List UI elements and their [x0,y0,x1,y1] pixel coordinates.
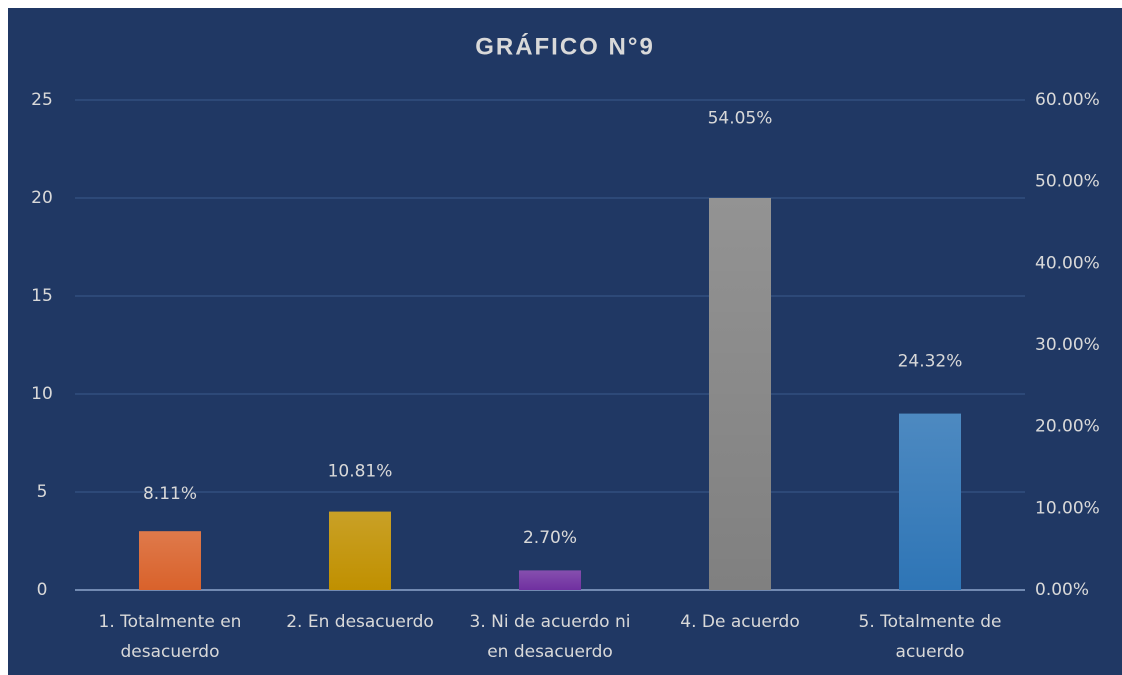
bar-shade [709,198,771,590]
chart-title: GRÁFICO N°9 [475,32,655,60]
bar-shade [899,413,961,590]
x-tick-label: 4. De acuerdo [680,612,799,632]
y-tick-label: 20 [31,188,53,208]
data-label: 10.81% [328,462,393,482]
bar-shade [519,570,581,590]
y2-tick-label: 20.00% [1035,417,1100,437]
y-tick-label: 10 [31,384,53,404]
x-tick-label: 3. Ni de acuerdo ni en desacuerdo [470,612,631,662]
y-tick-label: 15 [31,286,53,306]
x-tick-label: 2. En desacuerdo [286,612,434,632]
data-label: 8.11% [143,484,197,504]
y2-tick-label: 50.00% [1035,172,1100,192]
bar-shade [139,531,201,590]
y2-tick-label: 0.00% [1035,580,1089,600]
y2-tick-label: 60.00% [1035,90,1100,110]
y2-tick-label: 30.00% [1035,335,1100,355]
x-tick-label: 1. Totalmente en desacuerdo [99,612,242,662]
data-label: 24.32% [898,351,963,371]
y-tick-label: 0 [37,580,48,600]
y-tick-label: 5 [37,482,48,502]
y-tick-label: 25 [31,90,53,110]
y2-tick-label: 40.00% [1035,253,1100,273]
x-tick-label: 5. Totalmente de acuerdo [859,612,1002,662]
data-label: 2.70% [523,528,577,548]
data-label: 54.05% [708,109,773,129]
bar-shade [329,511,391,590]
y2-tick-label: 10.00% [1035,498,1100,518]
